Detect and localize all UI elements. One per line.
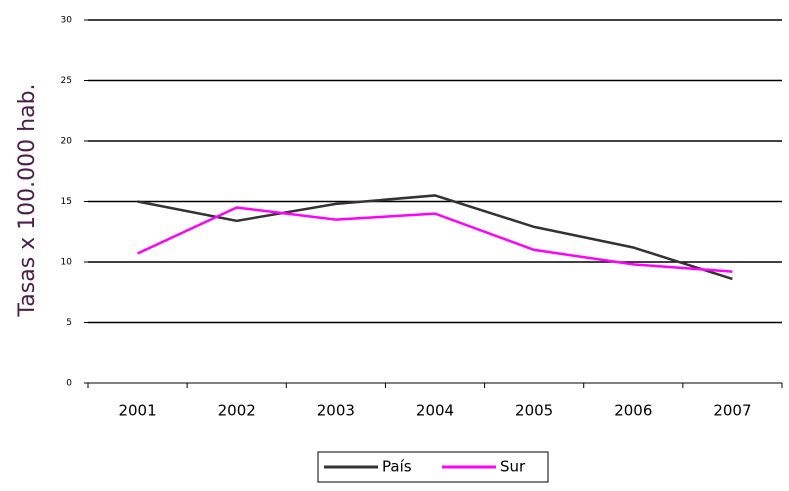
legend-label: Sur	[500, 458, 526, 476]
x-tick-label: 2001	[118, 402, 156, 420]
y-axis-label: Tasas x 100.000 hab.	[15, 83, 40, 317]
y-tick-label: 15	[61, 197, 72, 207]
y-tick-label: 5	[66, 318, 72, 328]
y-tick-label: 10	[61, 258, 73, 268]
legend-label: País	[382, 458, 412, 476]
x-tick-label: 2007	[713, 402, 751, 420]
x-tick-label: 2006	[614, 402, 652, 420]
legend-box	[317, 451, 549, 483]
x-tick-label: 2003	[317, 402, 355, 420]
x-tick-label: 2004	[416, 402, 454, 420]
series-line	[137, 194, 733, 281]
x-tick-label: 2002	[218, 402, 256, 420]
y-tick-label: 30	[61, 16, 73, 26]
y-tick-label: 0	[66, 379, 72, 389]
y-tick-label: 20	[61, 137, 73, 147]
y-tick-label: 25	[61, 76, 72, 86]
series-line	[137, 206, 733, 273]
x-tick-label: 2005	[515, 402, 553, 420]
